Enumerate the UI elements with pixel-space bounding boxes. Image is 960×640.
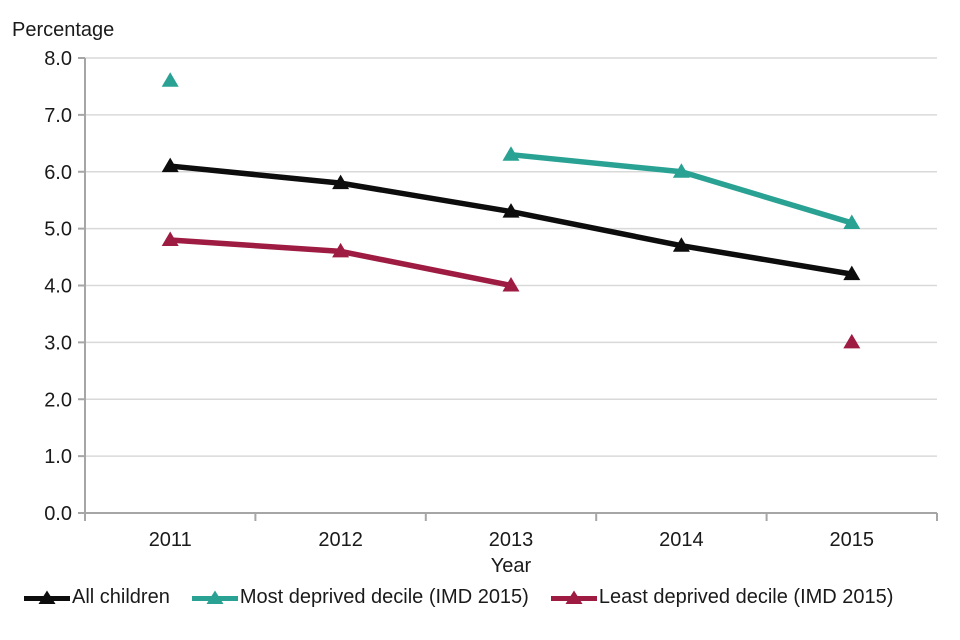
x-tick-label: 2011 [149,529,192,551]
data-point-marker [332,174,350,190]
y-tick-label: 6.0 [44,162,72,184]
series-layer [161,72,861,349]
legend-triangle [565,590,583,604]
y-tick-label: 8.0 [44,48,72,70]
chart-legend: All children Most deprived decile (IMD 20… [24,586,944,609]
data-point-marker [502,277,520,292]
data-point-marker [843,333,861,349]
y-tick-label: 1.0 [44,446,72,468]
x-tick-label: 2015 [830,529,875,551]
y-tick-label: 7.0 [44,105,72,127]
y-tick-label: 0.0 [44,503,72,525]
legend-item: Least deprived decile (IMD 2015) [550,586,894,609]
gridlines [85,57,937,457]
x-tick-label: 2014 [659,529,704,551]
y-tick-label: 2.0 [44,389,72,411]
data-point-marker [161,72,179,87]
data-point-marker [843,265,861,281]
y-axis-title: Percentage [12,19,114,41]
data-point-marker [672,163,690,178]
x-tick-label: 2013 [489,529,534,551]
series-line [169,163,853,277]
line-chart: Percentage 0.0 1.0 2.0 3.0 4.0 5.0 6.0 7.0 8.0 20… [12,19,938,577]
legend-marker-icon [191,590,238,604]
legend-label: All children [72,586,170,608]
x-axis-title: Year [491,555,532,577]
legend-item: All children [24,586,170,609]
legend-marker-icon [24,590,70,604]
data-point-marker [332,242,350,258]
y-tick-label: 4.0 [44,276,72,298]
x-tick-label: 2012 [318,529,363,551]
data-point-marker [502,203,520,218]
y-tick-label: 3.0 [44,332,72,354]
data-point-marker [161,157,179,173]
tick-labels: 0.0 1.0 2.0 3.0 4.0 5.0 6.0 7.0 8.0 2011 2012 2013 2… [44,48,874,551]
legend-label: Least deprived decile (IMD 2015) [598,586,894,608]
axes [78,57,938,521]
legend-item: Most deprived decile (IMD 2015) [191,586,529,609]
data-point-marker [161,231,179,246]
data-point-marker [502,146,520,161]
legend-triangle [206,590,224,604]
legend-label: Most deprived decile (IMD 2015) [239,586,529,608]
legend-triangle [38,590,56,604]
data-point-marker [672,237,690,252]
data-point-marker [843,214,861,229]
y-tick-label: 5.0 [44,219,72,241]
legend-marker-icon [550,590,597,604]
